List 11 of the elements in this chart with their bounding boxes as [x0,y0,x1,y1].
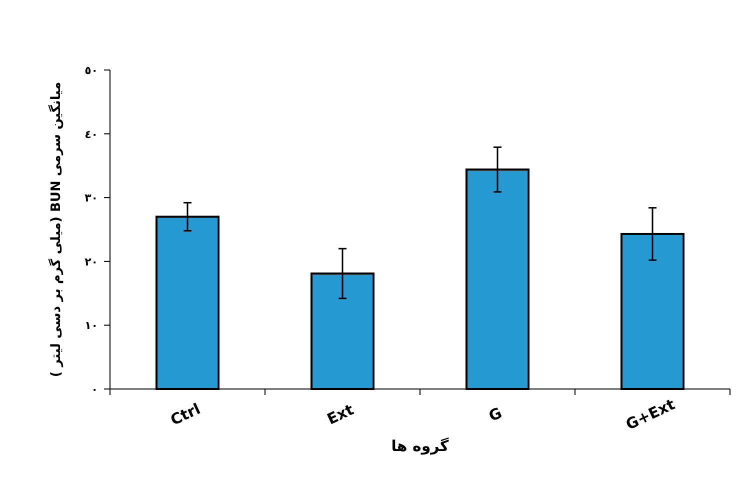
y-axis-title: میانگین سرمی BUN (میلی گرم بر دسی لیتر ) [48,82,64,378]
y-tick-label: ٤٠ [84,128,98,141]
y-tick-label: ٢٠ [84,255,98,268]
x-axis-title: گروه ها [391,437,450,455]
y-tick-label: ٥٠ [84,64,98,77]
x-tick-label: Ext [324,400,356,428]
y-tick-label: ١٠ [84,319,98,332]
y-tick-label: ٠ [91,383,98,396]
y-tick-label: ٣٠ [84,192,98,205]
x-tick-label: G [486,404,505,426]
x-tick-label: Ctrl [168,400,204,430]
